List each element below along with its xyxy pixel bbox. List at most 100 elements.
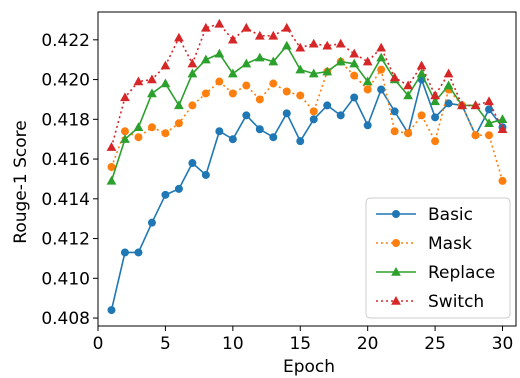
series-replace: [106, 40, 508, 185]
data-point-replace: [254, 52, 265, 62]
data-point-switch: [443, 68, 454, 78]
legend-marker-basic: [392, 210, 400, 218]
data-point-basic: [174, 184, 183, 193]
data-point-mask: [309, 107, 318, 116]
data-point-switch: [174, 32, 184, 42]
data-point-replace: [403, 90, 414, 100]
y-tick-label: 0.420: [41, 71, 90, 91]
data-point-switch: [106, 142, 117, 151]
data-point-mask: [471, 131, 480, 140]
data-point-replace: [308, 68, 319, 78]
data-point-replace: [335, 56, 346, 66]
data-point-switch: [322, 40, 333, 50]
data-point-basic: [269, 133, 278, 142]
data-point-switch: [470, 100, 481, 110]
data-point-mask: [201, 89, 210, 98]
data-point-basic: [390, 107, 399, 116]
y-tick-label: 0.408: [41, 309, 90, 329]
data-point-replace: [133, 122, 144, 131]
data-point-switch: [308, 38, 319, 48]
data-point-replace: [497, 114, 508, 124]
data-point-replace: [362, 76, 373, 86]
data-point-mask: [350, 71, 359, 80]
data-point-basic: [134, 248, 143, 257]
data-point-switch: [147, 74, 157, 84]
data-point-switch: [295, 42, 306, 52]
x-tick-label: 0: [93, 334, 104, 354]
data-point-mask: [282, 87, 291, 96]
x-tick-label: 20: [357, 334, 379, 354]
data-point-basic: [363, 121, 372, 130]
data-point-replace: [187, 68, 198, 78]
data-point-switch: [200, 22, 211, 32]
data-point-replace: [160, 78, 171, 88]
data-point-switch: [457, 100, 467, 110]
data-point-mask: [215, 77, 224, 86]
data-point-replace: [227, 68, 238, 78]
data-point-basic: [431, 113, 440, 122]
y-tick-label: 0.416: [41, 150, 90, 170]
data-point-switch: [430, 90, 440, 100]
data-point-basic: [215, 127, 224, 136]
legend-marker-mask: [392, 239, 400, 247]
data-point-mask: [188, 101, 197, 110]
data-point-replace: [416, 68, 427, 78]
data-point-mask: [431, 137, 440, 146]
data-point-switch: [214, 18, 225, 28]
legend-label-mask: Mask: [428, 234, 472, 254]
data-point-mask: [174, 119, 183, 128]
legend-label-basic: Basic: [428, 205, 473, 225]
legend-marker-switch: [391, 295, 401, 305]
data-point-basic: [444, 99, 453, 108]
data-point-replace: [214, 48, 225, 58]
data-point-basic: [242, 111, 251, 120]
data-point-replace: [484, 118, 494, 128]
legend-box: [365, 197, 511, 319]
data-point-mask: [134, 133, 143, 142]
data-point-basic: [255, 125, 264, 134]
x-tick-label: 30: [492, 334, 514, 354]
data-point-mask: [296, 91, 305, 100]
data-point-replace: [241, 58, 252, 68]
chart-marks: [106, 18, 508, 315]
data-point-switch: [484, 96, 494, 106]
data-point-replace: [443, 80, 454, 90]
data-point-replace: [106, 175, 117, 185]
data-point-switch: [227, 34, 238, 44]
data-point-basic: [120, 248, 129, 257]
data-point-basic: [485, 105, 494, 114]
data-point-replace: [430, 96, 440, 106]
data-point-replace: [322, 66, 333, 76]
data-point-basic: [309, 115, 318, 124]
x-axis-label: Epoch: [283, 357, 335, 377]
data-point-switch: [120, 92, 130, 102]
data-point-switch: [241, 22, 252, 32]
data-point-mask: [242, 81, 251, 90]
x-tick-label: 10: [222, 334, 244, 354]
data-point-switch: [389, 72, 400, 82]
series-switch: [106, 18, 508, 151]
data-point-mask: [363, 85, 372, 94]
data-point-mask: [404, 129, 413, 138]
data-point-replace: [376, 52, 387, 62]
data-point-mask: [107, 163, 116, 172]
axis-ticks: 0 5 10 15 20 25 30 0.408 0.410 0.412 0.414 0.416 0.4…: [41, 31, 513, 354]
data-point-mask: [498, 176, 507, 185]
data-point-switch: [349, 48, 360, 58]
y-tick-label: 0.422: [41, 31, 90, 51]
series-line-switch: [110, 23, 504, 148]
data-point-basic: [296, 137, 305, 146]
data-point-replace: [120, 134, 130, 143]
data-point-switch: [335, 38, 346, 48]
data-point-mask: [269, 79, 278, 88]
y-tick-label: 0.414: [41, 190, 90, 210]
data-point-mask: [147, 123, 156, 132]
data-point-switch: [254, 30, 265, 40]
data-point-mask: [161, 129, 170, 138]
x-tick-label: 25: [424, 334, 446, 354]
data-point-mask: [485, 131, 494, 140]
plot-frame: [97, 11, 517, 327]
data-point-switch: [362, 56, 373, 66]
data-point-mask: [120, 127, 129, 136]
